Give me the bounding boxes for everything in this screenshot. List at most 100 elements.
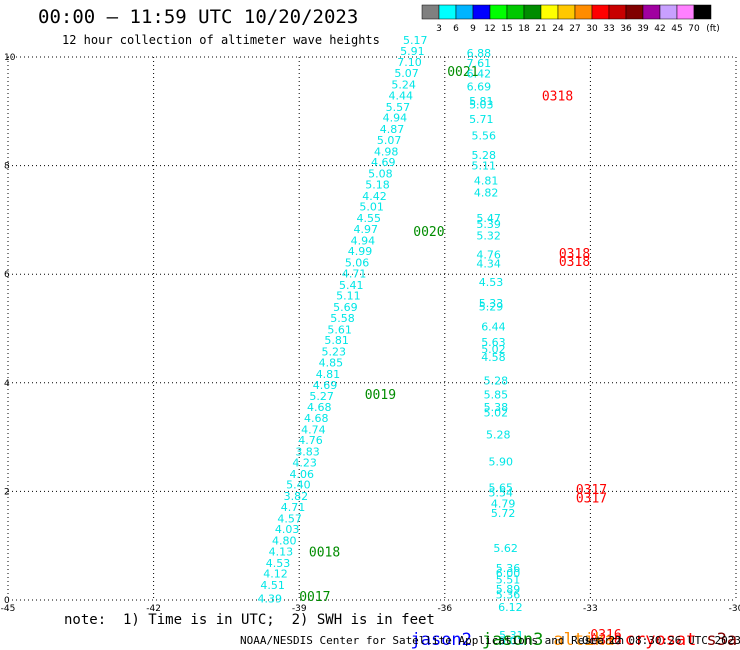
colorbar-label: 21: [535, 24, 546, 34]
pass-time-label: 0020: [413, 225, 444, 240]
wave-height-value: 4.76: [476, 248, 501, 261]
colorbar-swatch: [693, 4, 712, 20]
wave-height-value: 4.55: [356, 212, 381, 225]
colorbar-unit: (ft): [706, 24, 720, 34]
wave-height-value: 5.71: [469, 113, 494, 126]
wave-height-value: 4.51: [260, 579, 285, 592]
legend-s3a: s3a: [706, 630, 738, 650]
wave-height-value: 5.28: [471, 149, 496, 162]
pass-time-label: 0316: [590, 634, 621, 649]
colorbar-label: 45: [671, 24, 682, 34]
wave-height-value: 5.24: [391, 78, 416, 91]
wave-height-value: 3.83: [295, 446, 320, 459]
wave-height-value: 4.94: [383, 112, 408, 125]
colorbar-label: 30: [586, 24, 598, 34]
y-tick-label: 2: [4, 487, 10, 497]
pass-time-label: 0019: [365, 388, 396, 403]
pass-time-label: 0318: [542, 89, 573, 104]
wave-height-value: 5.07: [377, 134, 402, 147]
wave-height-value: 5.85: [484, 389, 509, 402]
wave-height-value: 5.29: [479, 301, 504, 314]
y-tick-label: 0: [4, 596, 10, 606]
y-tick-label: 10: [4, 53, 16, 63]
colorbar-label: 3: [436, 24, 442, 34]
wave-height-value: 4.69: [371, 156, 396, 169]
wave-height-value: 4.42: [362, 190, 387, 203]
wave-height-value: 5.07: [394, 67, 419, 80]
wave-height-value: 4.76: [298, 434, 323, 447]
wave-height-value: 4.94: [351, 234, 376, 247]
y-tick-label: 8: [4, 162, 10, 172]
wave-height-value: 5.81: [324, 334, 349, 347]
wave-height-value: 4.87: [380, 123, 405, 136]
wave-height-value: 6.69: [467, 81, 492, 94]
wave-height-value: 4.03: [275, 523, 300, 536]
wave-height-value: 5.63: [481, 336, 506, 349]
colorbar-label: 15: [501, 24, 512, 34]
pass-time-label: 0021: [447, 65, 478, 80]
wave-height-value: 5.72: [491, 507, 516, 520]
wave-height-value: 5.27: [309, 390, 334, 403]
wave-height-value: 4.06: [289, 468, 314, 481]
wave-height-value: 6.42: [467, 68, 492, 81]
pass-time-label: 0018: [309, 546, 340, 561]
wave-height-value: 5.28: [484, 374, 509, 387]
footer-note: note: 1) Time is in UTC; 2) SWH is in fe…: [64, 612, 435, 628]
colorbar-label: 6: [453, 24, 459, 34]
colorbar-label: 24: [552, 24, 564, 34]
wave-height-value: 5.56: [471, 130, 496, 143]
wave-height-value: 4.12: [263, 568, 288, 581]
wave-height-value: 6.12: [498, 601, 522, 614]
wave-height-value: 5.02: [484, 406, 509, 419]
wave-height-value: 5.17: [403, 34, 428, 47]
wave-height-value: 5.08: [368, 168, 393, 181]
colorbar-label: 9: [470, 24, 476, 34]
wave-height-value: 4.39: [257, 593, 282, 606]
wave-height-value: 4.98: [374, 145, 399, 158]
x-tick-label: -36: [437, 604, 452, 614]
wave-height-value: 5.57: [386, 101, 411, 114]
pass-time-label: 0316: [590, 628, 621, 643]
wave-height-value: 4.57: [277, 512, 302, 525]
wave-height-value: 5.51: [496, 574, 521, 587]
wave-height-value: 4.53: [479, 276, 504, 289]
colorbar-label: 39: [637, 24, 649, 34]
wave-height-value: 4.68: [304, 412, 329, 425]
wave-height-value: 5.90: [488, 455, 512, 468]
wave-height-value: 5.11: [336, 290, 361, 303]
wave-height-value: 4.85: [319, 357, 344, 370]
wave-height-value: 5.38: [484, 401, 509, 414]
pass-time-label: 0317: [576, 483, 607, 498]
wave-height-value: 5.06: [345, 257, 370, 270]
color-scale-legend: 3 6 9 12 15 18 21 24 27 30 33 36 39 42 45 70 (ft): [421, 4, 720, 34]
x-tick-label: -45: [1, 604, 16, 614]
wave-height-value: 5.11: [471, 159, 496, 172]
colorbar-label: 42: [654, 24, 665, 34]
wave-height-value: 5.58: [330, 312, 355, 325]
y-tick-label: 4: [4, 379, 10, 389]
colorbar-label: 36: [620, 24, 632, 34]
page-subtitle: 12 hour collection of altimeter wave hei…: [62, 33, 380, 47]
credit-text: NOAA/NESDIS Center for Satellite Applica…: [240, 634, 625, 647]
wave-height-value: 4.82: [474, 187, 499, 200]
x-tick-label: -42: [146, 604, 161, 614]
wave-height-value: 5.02: [481, 343, 506, 356]
wave-height-value: 5.91: [400, 45, 425, 58]
colorbar-label: 18: [518, 24, 530, 34]
wave-height-value: 4.74: [301, 423, 326, 436]
wave-height-value: 5.32: [476, 229, 501, 242]
wave-height-value: 5.01: [359, 201, 384, 214]
wave-height-value: 3.82: [284, 490, 309, 503]
y-tick-label: 6: [4, 270, 10, 280]
wave-height-value: 5.41: [339, 279, 364, 292]
wave-height-value: 4.44: [389, 89, 414, 102]
wave-height-value: 4.23: [292, 456, 317, 469]
wave-height-value: 5.65: [488, 481, 512, 494]
page-title: 00:00 – 11:59 UTC 10/20/2023: [38, 6, 359, 28]
wave-height-value: 4.81: [316, 368, 341, 381]
wave-height-value: 4.34: [476, 258, 501, 271]
wave-height-value: 4.79: [491, 498, 516, 511]
wave-height-value: 5.18: [365, 178, 390, 191]
wave-height-value: 6.88: [467, 47, 492, 60]
